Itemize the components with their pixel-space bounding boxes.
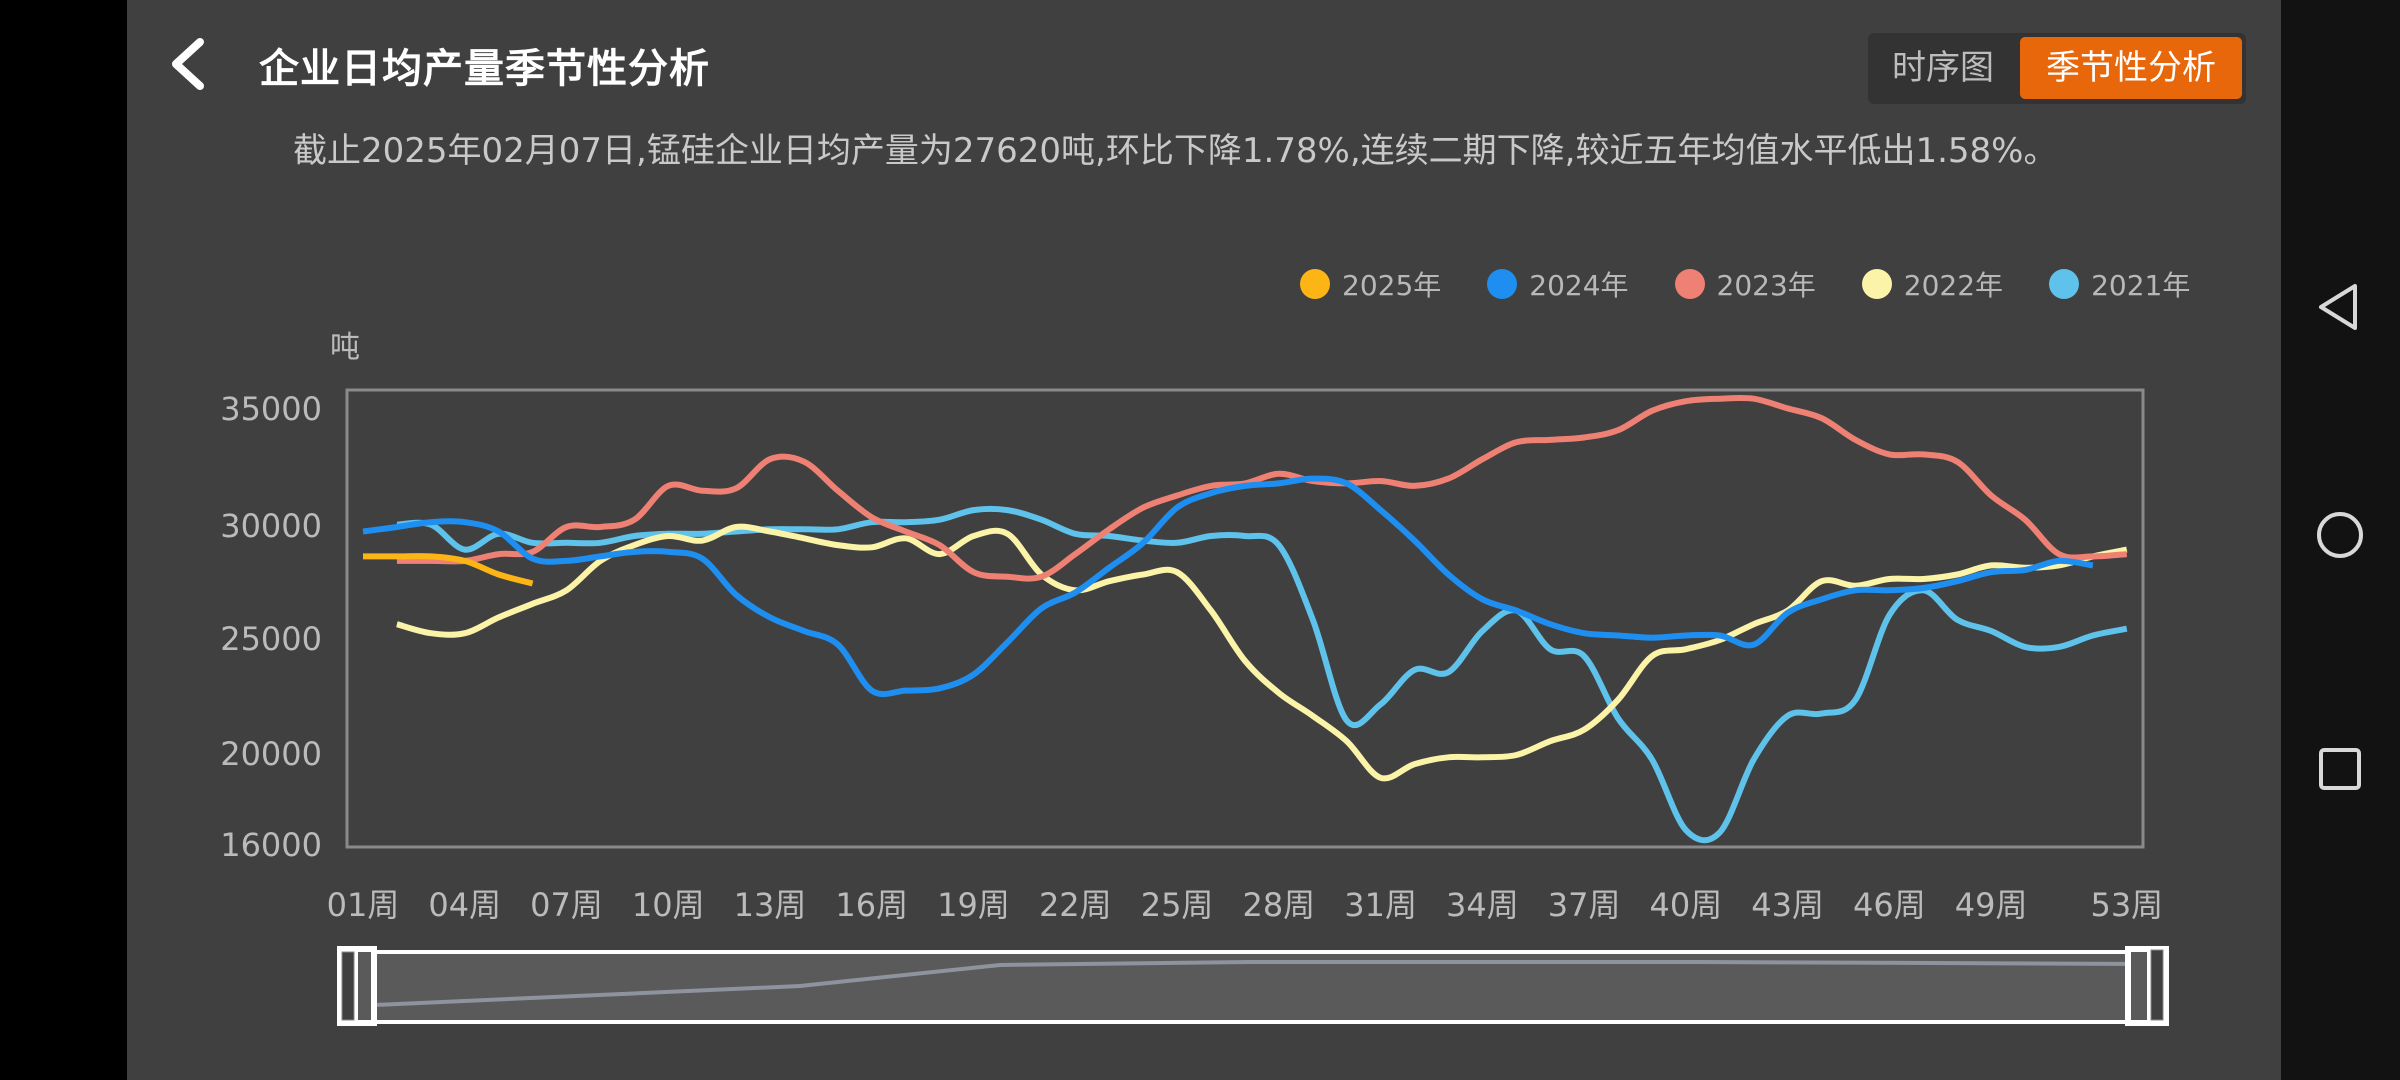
y-tick: 35000: [220, 390, 322, 428]
y-axis-unit: 吨: [330, 330, 360, 365]
data-zoom-preview-line: [351, 960, 2149, 1008]
legend-item-2022[interactable]: 2022年: [1861, 264, 2004, 304]
circle-home-icon[interactable]: [2315, 510, 2365, 560]
x-tick: 37周: [1547, 886, 1621, 924]
slider-handle-icon[interactable]: [2125, 946, 2169, 1026]
x-tick: 01周: [326, 886, 400, 924]
x-tick: 43周: [1751, 886, 1824, 924]
back-button[interactable]: [160, 34, 220, 94]
legend-label: 2023年: [1716, 269, 1816, 302]
legend-item-2023[interactable]: 2023年: [1674, 264, 1816, 304]
y-tick: 30000: [220, 507, 322, 545]
y-tick: 20000: [220, 735, 322, 773]
x-tick: 53周: [2090, 886, 2164, 924]
y-tick: 25000: [220, 620, 322, 658]
x-tick: 13周: [733, 886, 807, 924]
x-tick: 10周: [631, 886, 705, 924]
legend-item-2025[interactable]: 2025年: [1300, 264, 1441, 304]
legend-item-2021[interactable]: 2021年: [2049, 264, 2190, 304]
legend-label: 2024年: [1529, 269, 1629, 302]
x-tick: 19周: [937, 886, 1010, 924]
tab-time-series[interactable]: 时序图: [1892, 48, 1994, 88]
y-tick: 16000: [220, 826, 322, 864]
x-tick: 16周: [835, 886, 909, 924]
system-navigation-bar: [2281, 0, 2400, 1080]
view-toggle: 时序图 季节性分析: [1868, 33, 2246, 104]
slider-handle-icon[interactable]: [337, 946, 377, 1026]
series-lines: [362, 394, 2128, 844]
legend-dot-icon: [2049, 269, 2080, 299]
legend-dot-icon: [1300, 269, 1330, 299]
legend-label: 2021年: [2091, 269, 2191, 302]
chart-legend: 2025年 2024年 2023年 2022年 2021年: [1300, 264, 2236, 304]
x-tick: 49周: [1954, 886, 2028, 924]
legend-dot-icon: [1861, 269, 1892, 299]
x-tick: 07周: [530, 886, 603, 924]
legend-label: 2025年: [1342, 269, 1442, 302]
summary-text: 截止2025年02月07日,锰硅企业日均产量为27620吨,环比下降1.78%,…: [293, 131, 2058, 171]
triangle-back-icon[interactable]: [2315, 280, 2365, 334]
x-tick: 46周: [1853, 886, 1926, 924]
x-tick: 31周: [1344, 886, 1417, 924]
legend-item-2024[interactable]: 2024年: [1487, 264, 1629, 304]
x-tick: 04周: [428, 886, 502, 924]
series-line-2024: [362, 475, 2094, 698]
plot-frame: [345, 388, 2145, 849]
x-tick: 25周: [1140, 886, 1214, 924]
legend-dot-icon: [1674, 269, 1705, 299]
legend-label: 2022年: [1903, 269, 2004, 302]
data-zoom-slider[interactable]: [337, 946, 2169, 1026]
series-line-2021: [396, 505, 2128, 844]
chevron-left-icon: [172, 38, 204, 90]
tab-seasonal-analysis[interactable]: 季节性分析: [2020, 37, 2242, 99]
page-title: 企业日均产量季节性分析: [259, 46, 710, 92]
legend-dot-icon: [1487, 269, 1518, 299]
series-line-2025: [363, 553, 534, 587]
x-tick: 34周: [1445, 886, 1519, 924]
square-recents-icon[interactable]: [2315, 744, 2365, 794]
x-tick: 40周: [1649, 886, 1723, 924]
left-black-bar: [0, 0, 127, 1080]
x-tick: 28周: [1242, 886, 1316, 924]
series-line-2023: [396, 394, 2128, 582]
series-line-2022: [396, 523, 2128, 782]
x-tick: 22周: [1038, 886, 1112, 924]
